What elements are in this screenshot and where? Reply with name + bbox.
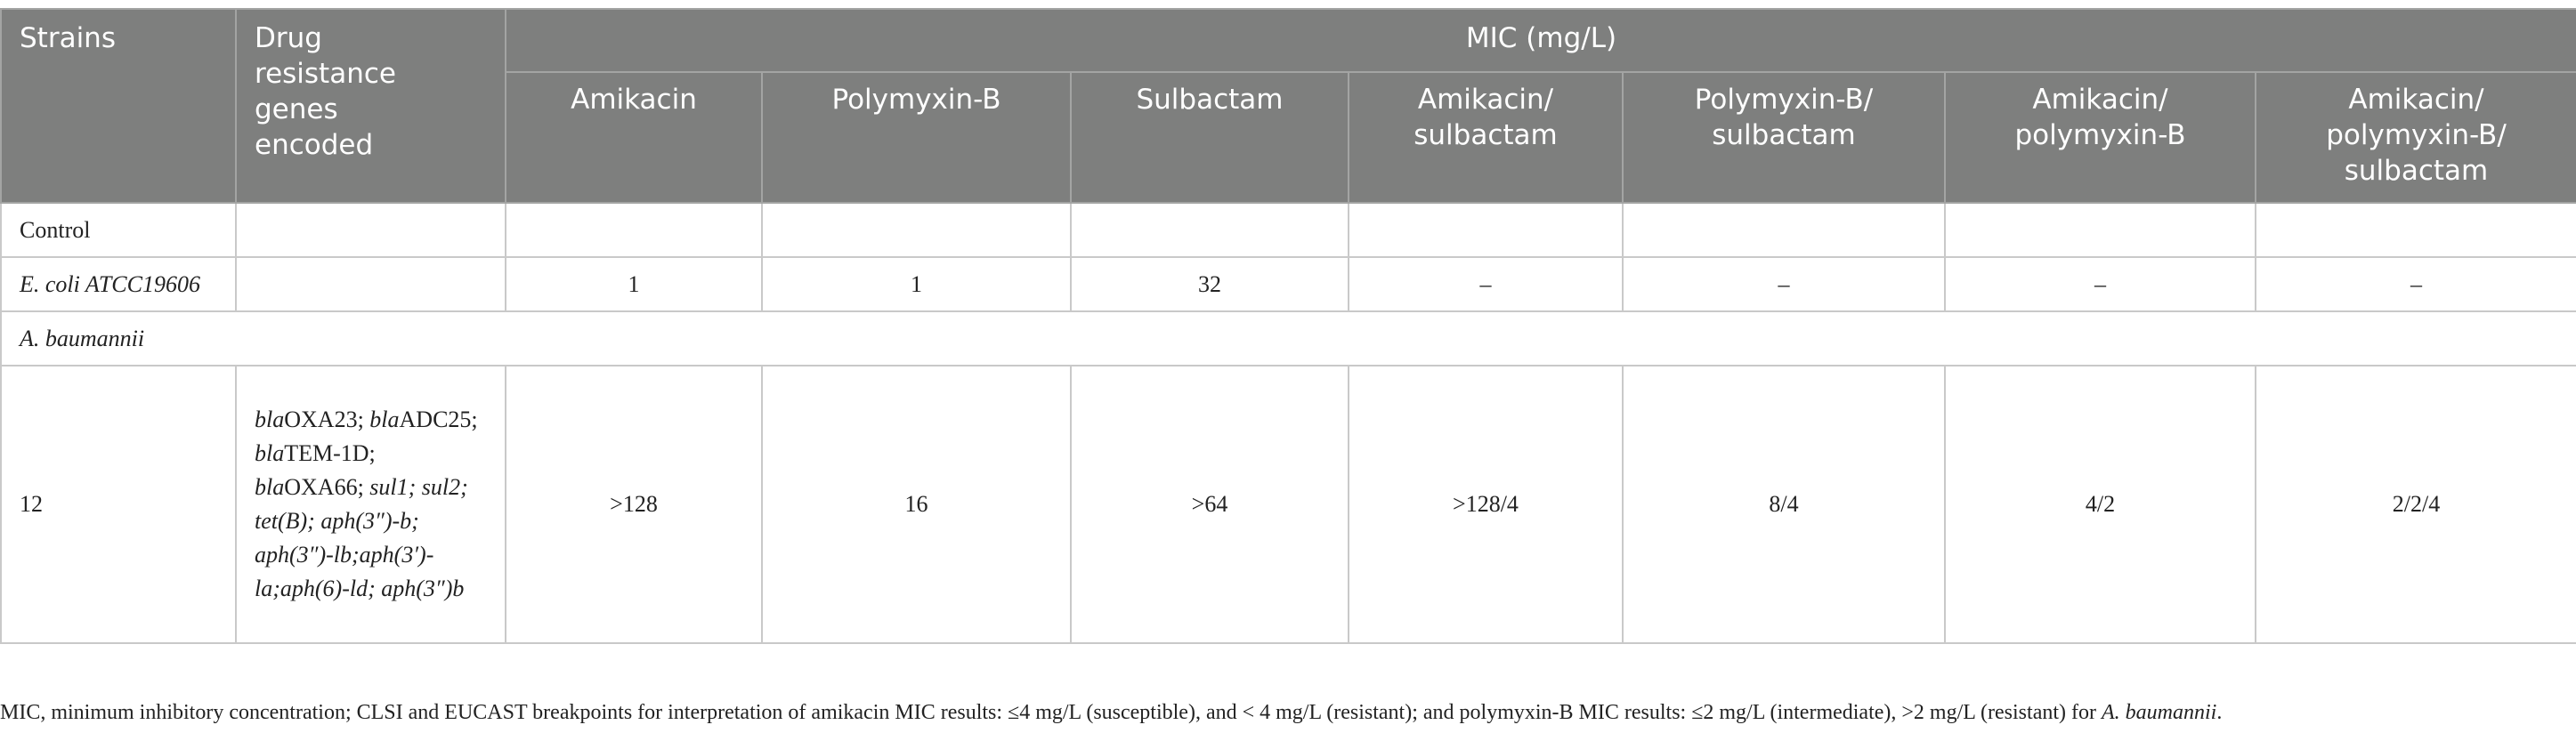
header-drug: Polymyxin-B/ sulbactam — [1622, 71, 1946, 204]
table-row: 12 blaOXA23; blaADC25; blaTEM-1D; blaOXA6… — [0, 365, 2576, 644]
genes — [235, 256, 506, 312]
mic-value: 1 — [505, 256, 763, 312]
text-run: ADC25; — [399, 407, 478, 432]
mic-value: >64 — [1070, 365, 1349, 644]
text-run: MIC, minimum inhibitory concentration; C… — [0, 701, 2102, 724]
mic-table: Strains Drug resistance genes encoded MI… — [0, 8, 2576, 644]
text-run: bla — [255, 407, 285, 432]
group-label: A. baumannii — [0, 310, 2576, 366]
header-drug: Amikacin/ polymyxin-B — [1944, 71, 2256, 204]
mic-value — [761, 202, 1072, 258]
table-row: Control — [0, 202, 2576, 258]
table-row: A. baumannii — [0, 310, 2576, 366]
mic-value: – — [1944, 256, 2256, 312]
text-run: TEM-1D; — [284, 440, 376, 466]
text-run: bla — [369, 407, 400, 432]
mic-value: 2/2/4 — [2255, 365, 2576, 644]
footnote: MIC, minimum inhibitory concentration; C… — [0, 701, 2576, 725]
text-run: . — [2216, 701, 2223, 724]
mic-value — [1070, 202, 1349, 258]
mic-value: 16 — [761, 365, 1072, 644]
mic-value: – — [1622, 256, 1946, 312]
mic-value — [1944, 202, 2256, 258]
mic-value: 8/4 — [1622, 365, 1946, 644]
mic-value: >128/4 — [1348, 365, 1624, 644]
text-run: bla — [255, 474, 285, 500]
header-drug: Amikacin/ polymyxin-B/ sulbactam — [2255, 71, 2576, 204]
mic-value — [1622, 202, 1946, 258]
genes: blaOXA23; blaADC25; blaTEM-1D; blaOXA66;… — [235, 365, 506, 644]
text-run: OXA23; — [284, 407, 370, 432]
header-drug: Sulbactam — [1070, 71, 1349, 204]
mic-value: >128 — [505, 365, 763, 644]
header-drug: Amikacin/ sulbactam — [1348, 71, 1624, 204]
table-row: E. coli ATCC19606 1 1 32– – – – — [0, 256, 2576, 312]
mic-value — [2255, 202, 2576, 258]
strain: Control — [0, 202, 237, 258]
mic-value: 4/2 — [1944, 365, 2256, 644]
genes — [235, 202, 506, 258]
text-run: OXA66; — [284, 474, 370, 500]
mic-value — [1348, 202, 1624, 258]
strain: 12 — [0, 365, 237, 644]
header-genes: Drug resistance genes encoded — [235, 8, 506, 204]
strain: E. coli ATCC19606 — [0, 256, 237, 312]
header-drug: Polymyxin-B — [761, 71, 1072, 204]
text-run: sul1; sul2; tet(B); aph(3″)-b; aph(3″)-l… — [255, 474, 468, 601]
mic-value: 32 — [1070, 256, 1349, 312]
text-run: bla — [255, 440, 285, 466]
header-drug: Amikacin — [505, 71, 763, 204]
mic-value: – — [2255, 256, 2576, 312]
text-run: A. baumannii — [2102, 701, 2217, 724]
mic-value — [505, 202, 763, 258]
header-strains: Strains — [0, 8, 237, 204]
mic-value: 1 — [761, 256, 1072, 312]
header-mic: MIC (mg/L) — [505, 8, 2576, 73]
mic-value: – — [1348, 256, 1624, 312]
